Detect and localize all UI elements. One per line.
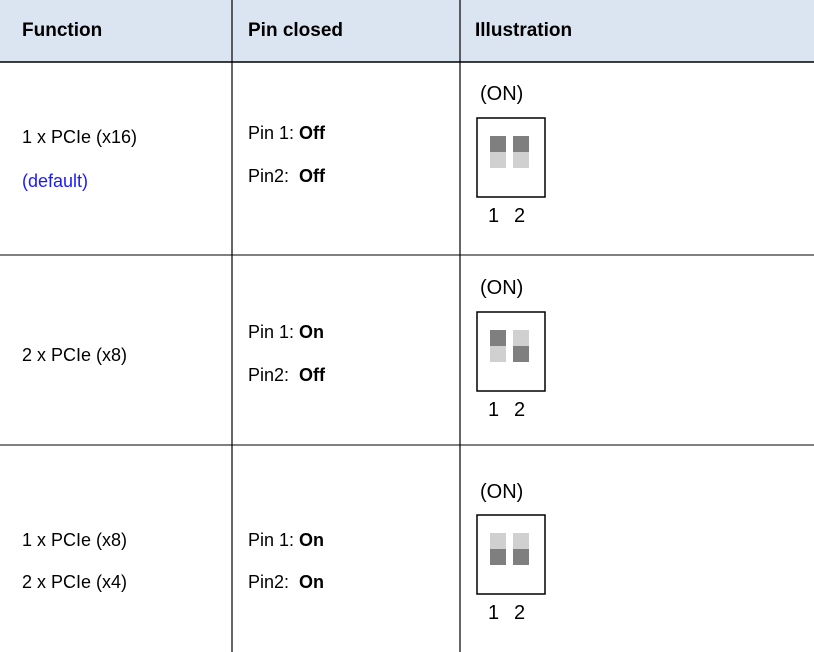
pin-number: 1 bbox=[488, 399, 500, 421]
switch bbox=[513, 549, 529, 565]
switch bbox=[513, 330, 529, 346]
on-label: (ON) bbox=[480, 481, 524, 503]
function-text: 2 x PCIe (x4) bbox=[22, 572, 128, 592]
pin-state: On bbox=[299, 572, 325, 592]
pin-line: Pin 1: Off bbox=[248, 122, 325, 144]
switch bbox=[490, 533, 506, 549]
pin-line: Pin2: Off bbox=[248, 165, 325, 187]
pin-state: Off bbox=[299, 123, 326, 143]
on-label: (ON) bbox=[480, 83, 524, 105]
pin-line: Pin 1: On bbox=[248, 321, 324, 343]
on-label: (ON) bbox=[480, 277, 524, 299]
pin-line: Pin 1: On bbox=[248, 529, 324, 551]
pin-label: Pin2: bbox=[248, 365, 290, 385]
header-bg bbox=[0, 0, 814, 62]
pin-state: Off bbox=[299, 166, 326, 186]
switch bbox=[490, 152, 506, 168]
header-cell: Illustration bbox=[475, 20, 573, 41]
switch-box bbox=[476, 514, 546, 595]
pin-label: Pin2: bbox=[248, 572, 290, 592]
pin-label: Pin2: bbox=[248, 166, 290, 186]
switch bbox=[513, 152, 529, 168]
pin-label: Pin 1: bbox=[248, 530, 295, 550]
pin-line: Pin2: On bbox=[248, 571, 324, 593]
pin-state: On bbox=[299, 530, 325, 550]
pin-state: Off bbox=[299, 365, 326, 385]
switch bbox=[513, 346, 529, 362]
switch bbox=[490, 330, 506, 346]
function-text: 2 x PCIe (x8) bbox=[22, 345, 128, 365]
pin-number: 2 bbox=[514, 205, 526, 227]
switch-box bbox=[476, 117, 546, 198]
function-note: (default) bbox=[22, 171, 89, 191]
switch bbox=[513, 533, 529, 549]
pin-state: On bbox=[299, 322, 325, 342]
pin-number: 2 bbox=[514, 602, 526, 624]
pin-number: 1 bbox=[488, 205, 500, 227]
pin-label: Pin 1: bbox=[248, 123, 295, 143]
switch bbox=[513, 136, 529, 152]
header-cell: Pin closed bbox=[248, 20, 344, 41]
pin-number: 2 bbox=[514, 399, 526, 421]
switch bbox=[490, 136, 506, 152]
switch-box bbox=[476, 311, 546, 392]
switch bbox=[490, 549, 506, 565]
pin-number: 1 bbox=[488, 602, 500, 624]
switch bbox=[490, 346, 506, 362]
pin-label: Pin 1: bbox=[248, 322, 295, 342]
function-text: 1 x PCIe (x16) bbox=[22, 127, 138, 147]
pin-line: Pin2: Off bbox=[248, 364, 325, 386]
function-text: 1 x PCIe (x8) bbox=[22, 530, 128, 550]
header-cell: Function bbox=[22, 20, 103, 41]
